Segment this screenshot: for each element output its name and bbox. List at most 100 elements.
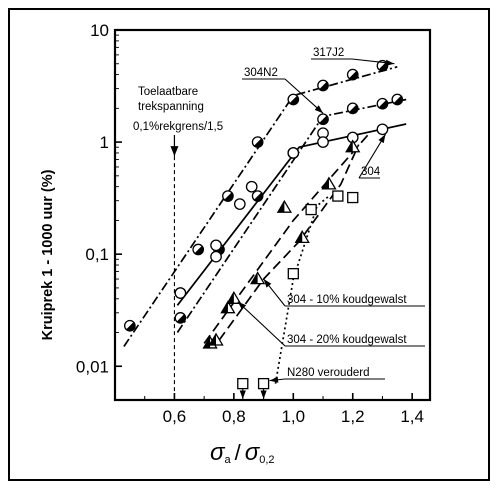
marker-fill <box>221 301 228 313</box>
marker-fill <box>349 104 358 114</box>
leader-304-20pct-head <box>237 301 247 310</box>
data-point <box>317 136 329 148</box>
data-point <box>222 190 234 202</box>
arrow-n280-b-head <box>260 390 267 399</box>
marker-outline <box>287 268 299 280</box>
reference-arrow-head <box>170 146 179 157</box>
marker-fill <box>393 95 403 105</box>
data-point <box>226 290 242 304</box>
data-point <box>294 230 310 243</box>
data-point <box>391 93 404 106</box>
data-point <box>287 147 300 159</box>
marker-outline <box>233 198 246 210</box>
label-304-10pct: 304 - 10% koudgewalst <box>287 294 407 306</box>
x-tick-label: 0,6 <box>163 407 187 426</box>
data-point <box>192 243 205 256</box>
marker-fill <box>251 272 258 284</box>
x-tick-label: 1,2 <box>341 407 365 426</box>
y-tick-label: 1 <box>100 133 109 152</box>
marker-fill <box>194 245 204 255</box>
marker-outline <box>237 377 249 390</box>
marker-fill <box>319 115 329 125</box>
label-n280: N280 verouderd <box>287 367 369 379</box>
data-point <box>210 250 222 263</box>
marker-fill <box>346 140 353 152</box>
data-point <box>317 79 329 92</box>
marker-fill <box>322 177 329 189</box>
data-point <box>287 268 299 280</box>
x-tick-label: 0,8 <box>222 407 246 426</box>
marker-outline <box>376 123 389 136</box>
data-point <box>305 203 317 216</box>
marker-fill <box>319 81 329 91</box>
label-304N2: 304N2 <box>244 67 278 79</box>
data-point <box>245 180 258 193</box>
data-point <box>251 136 264 148</box>
data-point <box>346 68 359 81</box>
leader-304 <box>358 134 386 179</box>
ref-annotation-line-1: Toelaatbare <box>138 86 198 98</box>
marker-outline <box>305 203 317 216</box>
figure-frame <box>8 8 490 481</box>
data-point <box>124 319 136 332</box>
data-point <box>276 199 293 213</box>
marker-outline <box>210 239 222 252</box>
marker-outline <box>332 190 344 202</box>
label-317J2: 317J2 <box>313 47 344 59</box>
leader-n280-head <box>269 376 279 383</box>
marker-fill <box>378 100 388 109</box>
marker-fill <box>253 138 263 148</box>
marker-fill <box>277 201 285 213</box>
marker-outline <box>245 180 258 193</box>
data-point <box>251 190 264 202</box>
marker-fill <box>349 70 358 80</box>
data-point <box>208 332 224 346</box>
marker-fill <box>253 192 263 202</box>
leader-304-head <box>378 134 386 144</box>
marker-fill <box>224 192 234 202</box>
data-point <box>332 190 344 202</box>
data-point <box>237 377 249 390</box>
marker-outline <box>174 287 187 299</box>
data-point <box>250 271 266 285</box>
label-304-20pct: 304 - 20% koudgewalst <box>287 334 407 346</box>
leader-317J2-head <box>385 59 395 66</box>
data-point <box>347 191 359 204</box>
data-point <box>321 176 337 190</box>
data-point <box>317 113 329 126</box>
leader-304N2 <box>284 78 324 114</box>
arrow-n280-a-head <box>239 390 246 399</box>
y-axis-title: Kruiprek 1 - 1000 uur (%) <box>40 169 56 340</box>
y-tick-label: 10 <box>90 21 109 40</box>
marker-fill <box>295 231 303 243</box>
x-tick-label: 1,4 <box>400 407 424 426</box>
plot-area-frame <box>113 28 432 402</box>
y-tick-label: 0,1 <box>85 245 109 264</box>
ref-annotation-line-3: 0,1%rekgrens/1,5 <box>133 121 223 133</box>
y-tick-label: 0,01 <box>76 357 109 376</box>
data-point <box>174 312 187 324</box>
leader-304-20pct <box>237 301 286 347</box>
x-axis-title: σa / σ0,2 <box>210 439 275 466</box>
x-tick-label: 1,0 <box>281 407 305 426</box>
data-point <box>220 300 236 314</box>
leader-304N2-head <box>314 105 324 114</box>
data-point <box>210 239 222 252</box>
marker-outline <box>317 136 329 148</box>
marker-outline <box>347 191 359 204</box>
marker-outline <box>210 250 222 263</box>
data-point <box>345 139 361 153</box>
marker-fill <box>176 314 186 324</box>
data-point <box>346 102 359 115</box>
leader-304-10pct-head <box>263 279 272 288</box>
data-point <box>233 198 246 210</box>
marker-outline <box>287 147 300 159</box>
ref-annotation-line-2: trekspanning <box>138 101 204 113</box>
data-point <box>174 287 187 299</box>
data-point <box>287 93 300 106</box>
label-304: 304 <box>361 166 381 178</box>
marker-fill <box>209 333 217 345</box>
marker-fill <box>378 62 388 71</box>
data-point <box>257 377 270 390</box>
